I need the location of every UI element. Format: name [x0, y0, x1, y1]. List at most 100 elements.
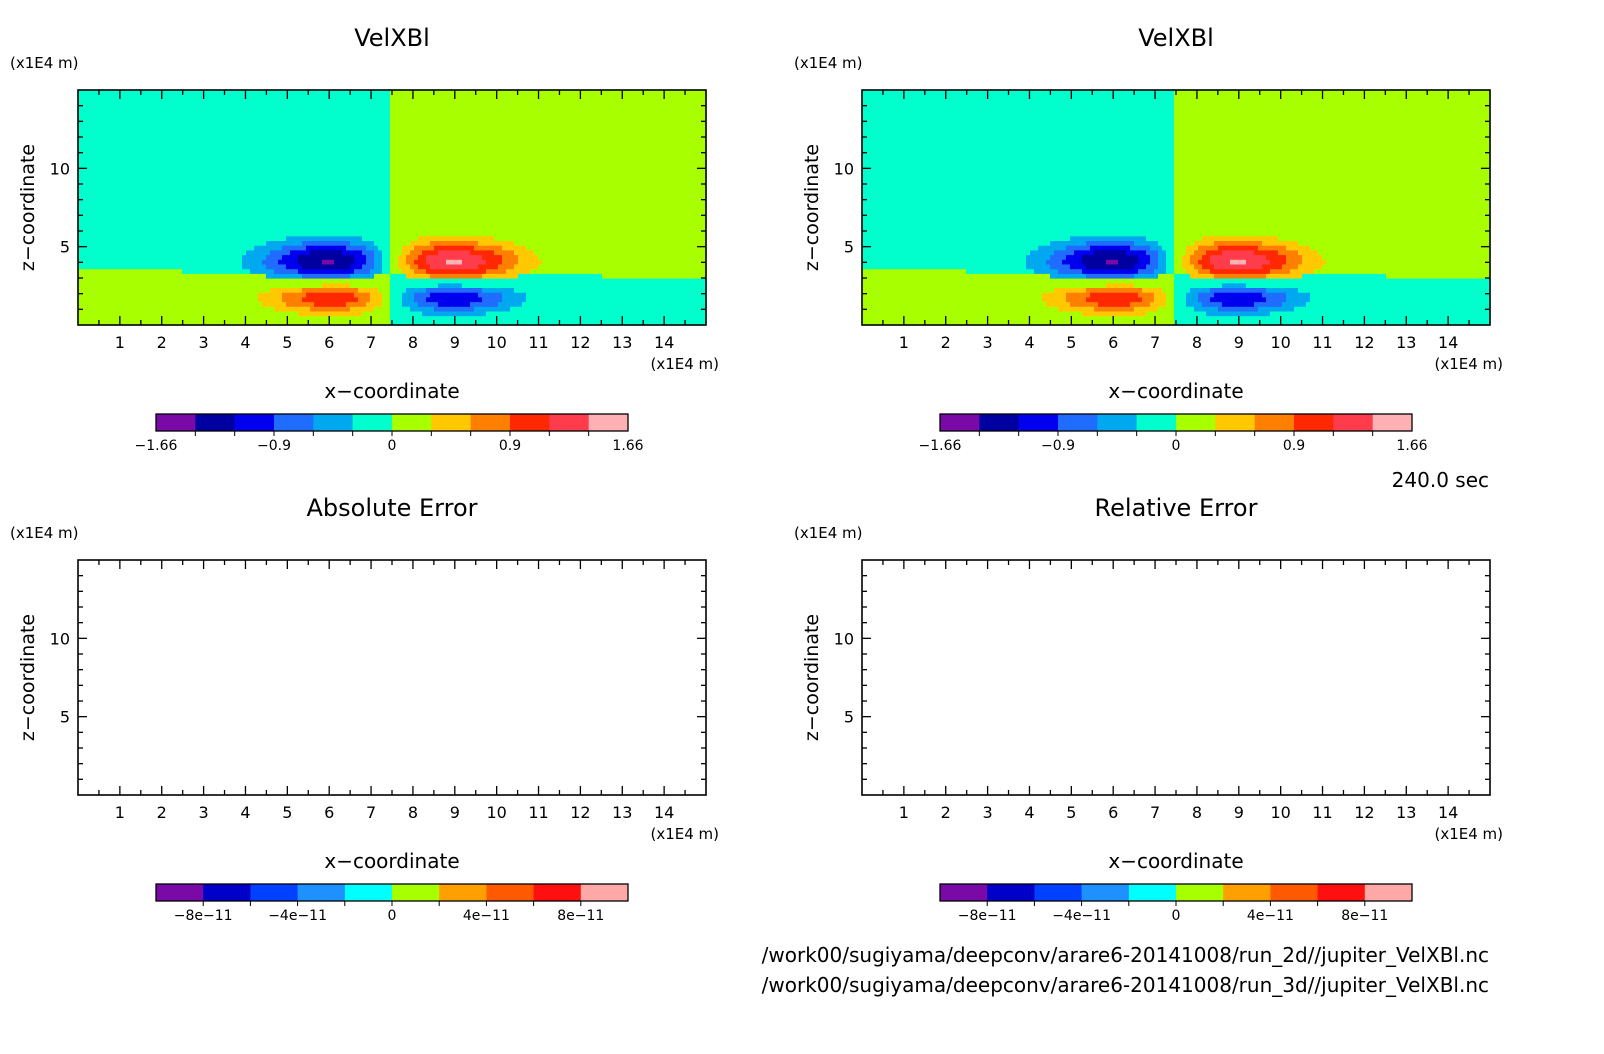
- field-cell: [342, 268, 347, 274]
- field-cell: [82, 221, 87, 227]
- field-cell: [142, 118, 147, 124]
- field-cell: [250, 151, 255, 157]
- field-cell: [146, 151, 151, 157]
- field-cell: [354, 188, 359, 194]
- field-cell: [102, 104, 107, 110]
- field-cell: [342, 301, 347, 307]
- field-cell: [194, 254, 199, 260]
- field-cell: [222, 235, 227, 241]
- field-cell: [134, 118, 139, 124]
- field-cell: [418, 184, 423, 190]
- field-cell: [126, 207, 131, 213]
- field-cell: [378, 212, 383, 218]
- field-cell: [178, 320, 183, 326]
- field-cell: [314, 287, 319, 293]
- field-cell: [122, 188, 127, 194]
- field-cell: [382, 306, 387, 312]
- field-cell: [78, 179, 83, 185]
- field-cell: [322, 216, 327, 223]
- field-cell: [430, 235, 435, 241]
- field-cell: [466, 188, 471, 194]
- field-cell: [122, 231, 127, 237]
- field-cell: [334, 221, 339, 227]
- field-cell: [198, 282, 203, 288]
- field-cell: [226, 207, 231, 213]
- field-cell: [370, 315, 375, 321]
- field-cell: [210, 259, 215, 265]
- field-cell: [226, 169, 231, 176]
- field-cell: [338, 90, 343, 96]
- field-cell: [258, 188, 263, 194]
- field-cell: [462, 94, 467, 100]
- field-cell: [246, 240, 251, 246]
- field-cell: [190, 310, 195, 317]
- field-cell: [162, 263, 167, 270]
- field-cell: [166, 127, 171, 133]
- field-cell: [366, 263, 371, 270]
- field-cell: [310, 240, 315, 246]
- field-cell: [390, 165, 395, 171]
- field-cell: [294, 296, 299, 303]
- field-cell: [114, 184, 119, 190]
- field-cell: [386, 169, 391, 176]
- field-cell: [90, 160, 95, 166]
- field-cell: [166, 259, 171, 265]
- field-cell: [454, 240, 459, 246]
- field-cell: [370, 169, 375, 176]
- field-cell: [270, 231, 275, 237]
- field-cell: [418, 179, 423, 185]
- field-cell: [102, 263, 107, 270]
- field-cell: [118, 108, 123, 115]
- field-cell: [406, 155, 411, 162]
- field-cell: [182, 226, 187, 232]
- field-cell: [294, 108, 299, 115]
- field-cell: [422, 122, 427, 129]
- field-cell: [126, 99, 131, 105]
- field-cell: [394, 160, 399, 166]
- field-cell: [338, 278, 343, 284]
- field-cell: [342, 99, 347, 105]
- field-cell: [298, 132, 303, 138]
- field-cell: [454, 132, 459, 138]
- field-cell: [450, 221, 455, 227]
- field-cell: [94, 287, 99, 293]
- field-cell: [438, 155, 443, 162]
- field-cell: [134, 263, 139, 270]
- field-cell: [398, 315, 403, 321]
- field-cell: [278, 254, 283, 260]
- field-cell: [250, 188, 255, 194]
- field-cell: [334, 320, 339, 326]
- field-cell: [322, 306, 327, 312]
- field-cell: [262, 127, 267, 133]
- field-cell: [322, 282, 327, 288]
- field-cell: [98, 263, 103, 270]
- field-cell: [458, 193, 463, 199]
- field-cell: [166, 137, 171, 143]
- field-cell: [430, 169, 435, 176]
- field-cell: [294, 226, 299, 232]
- field-cell: [402, 94, 407, 100]
- field-cell: [198, 151, 203, 157]
- field-cell: [442, 263, 447, 270]
- field-cell: [138, 202, 143, 209]
- field-cell: [82, 254, 87, 260]
- field-cell: [254, 226, 259, 232]
- field-cell: [314, 151, 319, 157]
- field-cell: [162, 141, 167, 147]
- field-cell: [114, 94, 119, 100]
- field-cell: [150, 122, 155, 129]
- field-cell: [262, 301, 267, 307]
- field-cell: [310, 94, 315, 100]
- field-cell: [374, 184, 379, 190]
- field-cell: [414, 273, 419, 279]
- field-cell: [414, 113, 419, 119]
- field-cell: [402, 90, 407, 96]
- field-cell: [454, 263, 459, 270]
- field-cell: [298, 235, 303, 241]
- field-cell: [322, 94, 327, 100]
- field-cell: [430, 122, 435, 129]
- field-cell: [474, 146, 479, 152]
- field-cell: [250, 99, 255, 105]
- field-cell: [450, 141, 455, 147]
- field-cell: [238, 137, 243, 143]
